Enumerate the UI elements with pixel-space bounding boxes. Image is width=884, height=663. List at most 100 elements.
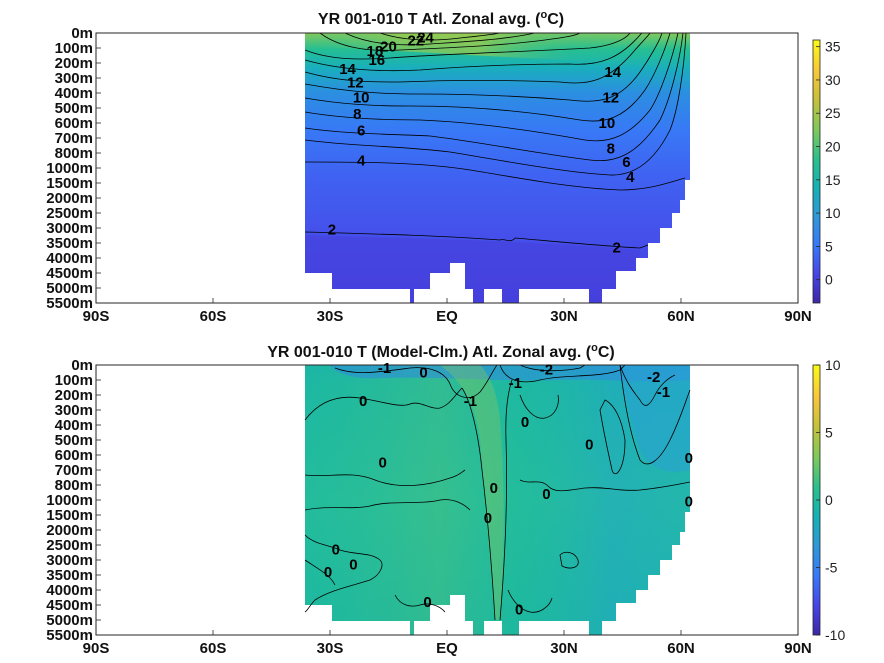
bottom-cold-surface	[330, 365, 690, 382]
top-colorbar-tick-label: 20	[825, 139, 841, 155]
bottom-y-tick-label: 200m	[55, 387, 93, 404]
top-x-tick-label: 30S	[317, 308, 344, 325]
bottom-contour-label: 0	[521, 414, 529, 431]
bottom-colorbar-tick-label: -10	[825, 627, 845, 643]
top-y-tick-label: 300m	[55, 70, 93, 87]
bottom-contour-label: 0	[685, 450, 693, 467]
top-x-axis: 90S 60S 30S EQ 30N 60N 90N	[83, 298, 812, 325]
bottom-panel: YR 001-010 T (Model-Clm.) Atl. Zonal avg…	[46, 342, 845, 657]
bottom-y-tick-label: 2000m	[46, 522, 93, 539]
bottom-y-tick-label: 500m	[55, 432, 93, 449]
top-contour-label: 10	[353, 90, 370, 107]
bottom-y-tick-label: 4500m	[46, 597, 93, 614]
top-title-main: YR 001-010 T Atl. Zonal avg. (	[318, 11, 541, 28]
bottom-contour-label: 0	[484, 510, 492, 527]
bottom-y-tick-label: 1500m	[46, 507, 93, 524]
top-contour-label: 2	[612, 240, 620, 257]
bottom-contour-label: -1	[509, 375, 522, 392]
bottom-contour-label: 0	[490, 480, 498, 497]
bottom-contour-label: 0	[349, 557, 357, 574]
top-x-tick-label: 60N	[667, 308, 695, 325]
top-contour-label: 22	[407, 33, 424, 50]
top-y-tick-label: 100m	[55, 40, 93, 57]
top-title-sup: o	[540, 9, 547, 21]
top-x-tick-label: 30N	[550, 308, 578, 325]
top-colorbar-ramp	[812, 39, 821, 304]
top-y-tick-label: 200m	[55, 55, 93, 72]
bottom-y-tick-label: 4000m	[46, 582, 93, 599]
top-field	[304, 33, 690, 303]
top-x-tick-label: EQ	[436, 308, 458, 325]
top-title-end: C)	[547, 11, 564, 28]
top-y-tick-label: 3500m	[46, 235, 93, 252]
bottom-colorbar-ticks: 10 5 0 -5 -10	[816, 357, 845, 643]
bottom-title-sup: o	[591, 342, 598, 354]
bottom-x-tick-label: 30N	[550, 640, 578, 657]
bottom-contour-label: 0	[419, 365, 427, 382]
top-x-tick-label: 90N	[784, 308, 812, 325]
bottom-y-tick-label: 400m	[55, 417, 93, 434]
top-y-tick-label: 800m	[55, 145, 93, 162]
bottom-y-tick-label: 800m	[55, 477, 93, 494]
bottom-colorbar-tick-label: -5	[825, 560, 838, 576]
top-contour-label: 2	[328, 222, 336, 239]
bottom-colorbar-tick-label: 0	[825, 492, 833, 508]
bottom-x-tick-label: 60N	[667, 640, 695, 657]
bottom-y-tick-label: 5500m	[46, 627, 93, 644]
top-x-tick-label: 60S	[200, 308, 227, 325]
bottom-y-tick-label: 2500m	[46, 537, 93, 554]
bottom-y-tick-label: 0m	[71, 357, 93, 374]
bottom-contour-label: -2	[647, 369, 660, 386]
top-y-tick-label: 2000m	[46, 190, 93, 207]
bottom-contour-label: -1	[378, 360, 391, 377]
bottom-contour-label: -2	[540, 362, 553, 379]
bottom-field	[304, 365, 691, 635]
top-y-tick-label: 0m	[71, 25, 93, 42]
top-plot-frame	[95, 32, 799, 304]
top-contour-label: 24	[417, 30, 434, 47]
top-y-tick-label: 4000m	[46, 250, 93, 267]
top-colorbar-tick-label: 35	[825, 39, 841, 55]
top-field-deep	[305, 235, 640, 303]
top-title: YR 001-010 T Atl. Zonal avg. (oC)	[318, 9, 564, 28]
bottom-y-tick-label: 5000m	[46, 612, 93, 629]
bottom-x-tick-label: 60S	[200, 640, 227, 657]
top-y-tick-label: 4500m	[46, 265, 93, 282]
bottom-contour-label: 0	[685, 494, 693, 511]
top-y-tick-label: 600m	[55, 115, 93, 132]
top-contour-label: 12	[602, 90, 619, 107]
bottom-contour-label: 0	[542, 486, 550, 503]
top-colorbar-tick-label: 15	[825, 172, 841, 188]
top-x-tick-label: 90S	[83, 308, 110, 325]
top-contour-label: 14	[339, 61, 356, 78]
top-colorbar-tick-label: 5	[825, 238, 833, 254]
bottom-contour-label: 0	[332, 542, 340, 559]
top-mask-lower	[305, 290, 332, 303]
top-y-axis: 0m100m200m300m400m500m600m700m800m1000m1…	[46, 25, 101, 312]
top-y-tick-label: 500m	[55, 100, 93, 117]
top-colorbar-tick-label: 30	[825, 72, 841, 88]
bottom-y-tick-label: 600m	[55, 447, 93, 464]
bottom-contour-label: -1	[657, 384, 670, 401]
bottom-colorbar: 10 5 0 -5 -10	[812, 357, 845, 643]
bottom-y-tick-label: 3500m	[46, 567, 93, 584]
bottom-colorbar-tick-label: 10	[825, 357, 841, 373]
top-contours	[304, 33, 687, 249]
top-contour-label: 4	[626, 169, 635, 186]
top-panel: YR 001-010 T Atl. Zonal avg. (oC)	[46, 9, 841, 325]
bottom-contour-label: -1	[464, 393, 477, 410]
top-contour-label: 16	[368, 52, 385, 69]
bottom-contour-label: 0	[324, 564, 332, 581]
bottom-field-tint	[305, 365, 690, 635]
bottom-warm-tongue	[440, 365, 504, 620]
bottom-title-main: YR 001-010 T (Model-Clm.) Atl. Zonal avg…	[267, 344, 592, 361]
top-colorbar-ticks: 35 30 25 20 15 10 5 0	[816, 39, 841, 288]
bottom-x-tick-label: 90S	[83, 640, 110, 657]
top-y-tick-label: 400m	[55, 85, 93, 102]
top-colorbar-tick-label: 0	[825, 272, 833, 288]
top-contour-label: 8	[607, 141, 615, 158]
top-field-warm	[305, 33, 690, 70]
